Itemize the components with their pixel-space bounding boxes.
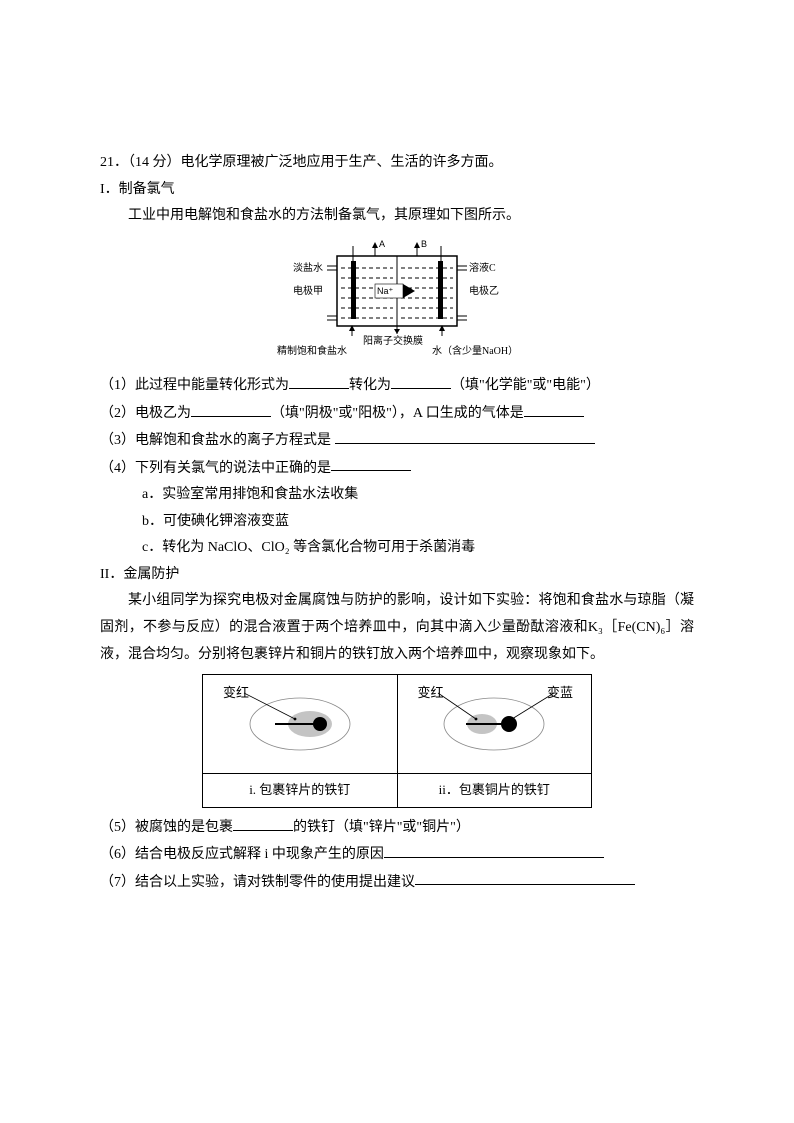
q7-line: （7）结合以上实验，请对铁制零件的使用提出建议 (100, 869, 694, 896)
right-top-label: 溶液C (469, 261, 496, 274)
part2-para: 某小组同学为探究电极对金属腐蚀与防护的影响，设计如下实验：将饱和食盐水与琼脂（凝… (100, 588, 694, 668)
part1-title: I．制备氯气 (100, 177, 694, 204)
q1-line: （1）此过程中能量转化形式为 转化为 （填"化学能"或"电能"） (100, 372, 694, 399)
q5-prefix: （5）被腐蚀的是包裹 (100, 820, 233, 835)
q1-mid: 转化为 (349, 378, 391, 393)
exam-page: 21．（14 分）电化学原理被广泛地应用于生产、生活的许多方面。 I．制备氯气 … (0, 0, 794, 956)
right-bottom-label: 水（含少量NaOH） (432, 344, 518, 356)
na-ion-label: Na⁺ (377, 286, 394, 296)
q1-blank1[interactable] (289, 372, 349, 389)
q7-blank[interactable] (415, 869, 635, 886)
q3-text: （3）电解饱和食盐水的离子方程式是 (100, 433, 331, 448)
q6-text: （6）结合电极反应式解释 i 中现象产生的原因 (100, 847, 384, 862)
q7-text: （7）结合以上实验，请对铁制零件的使用提出建议 (100, 874, 415, 889)
q1-prefix: （1）此过程中能量转化形式为 (100, 378, 289, 393)
left-top-label: 淡盐水 (293, 261, 323, 274)
label-b: B (421, 239, 427, 249)
q2-mid: （填"阴极"或"阳极"），A 口生成的气体是 (271, 406, 524, 421)
q2-blank1[interactable] (191, 400, 271, 417)
caption-ii: ii．包裹铜片的铁钉 (397, 774, 592, 808)
caption-i: i. 包裹锌片的铁钉 (203, 774, 398, 808)
electrolysis-diagram: A B Na (100, 236, 694, 367)
q1-blank2[interactable] (391, 372, 451, 389)
label-a: A (379, 239, 385, 249)
right-mid-label: 电极乙 (469, 284, 499, 297)
part2-title: II．金属防护 (100, 562, 694, 589)
q2-prefix: （2）电极乙为 (100, 406, 191, 421)
q4-text: （4）下列有关氯气的说法中正确的是 (100, 460, 331, 475)
q3-blank[interactable] (335, 427, 595, 444)
part1-intro: 工业中用电解饱和食盐水的方法制备氯气，其原理如下图所示。 (100, 203, 694, 230)
q4b: b．可使碘化钾溶液变蓝 (100, 509, 694, 536)
q1-suffix: （填"化学能"或"电能"） (451, 378, 600, 393)
q4-line: （4）下列有关氯气的说法中正确的是 (100, 455, 694, 482)
left-mid-label: 电极甲 (293, 284, 323, 297)
q5-blank[interactable] (233, 814, 293, 831)
q2-line: （2）电极乙为 （填"阴极"或"阳极"），A 口生成的气体是 (100, 400, 694, 427)
q3-line: （3）电解饱和食盐水的离子方程式是 (100, 427, 694, 454)
q4a: a．实验室常用排饱和食盐水法收集 (100, 482, 694, 509)
q21-header: 21．（14 分）电化学原理被广泛地应用于生产、生活的许多方面。 (100, 150, 694, 177)
q5-line: （5）被腐蚀的是包裹 的铁钉（填"锌片"或"铜片"） (100, 814, 694, 841)
petri-table: 变红 变红 变蓝 (202, 674, 592, 808)
red-label-i: 变红 (223, 681, 249, 706)
q6-blank[interactable] (384, 841, 604, 858)
q6-line: （6）结合电极反应式解释 i 中现象产生的原因 (100, 841, 694, 868)
membrane-label: 阳离子交换膜 (363, 334, 423, 347)
blue-label-ii: 变蓝 (547, 681, 573, 706)
q4-blank[interactable] (331, 455, 411, 472)
q2-blank2[interactable] (524, 400, 584, 417)
q4c: c．转化为 NaClO、ClO₂ 等含氯化合物可用于杀菌消毒 (100, 535, 694, 562)
red-label-ii: 变红 (418, 681, 444, 706)
left-bottom-label: 精制饱和食盐水 (277, 344, 347, 356)
q5-suffix: 的铁钉（填"锌片"或"铜片"） (293, 820, 470, 835)
